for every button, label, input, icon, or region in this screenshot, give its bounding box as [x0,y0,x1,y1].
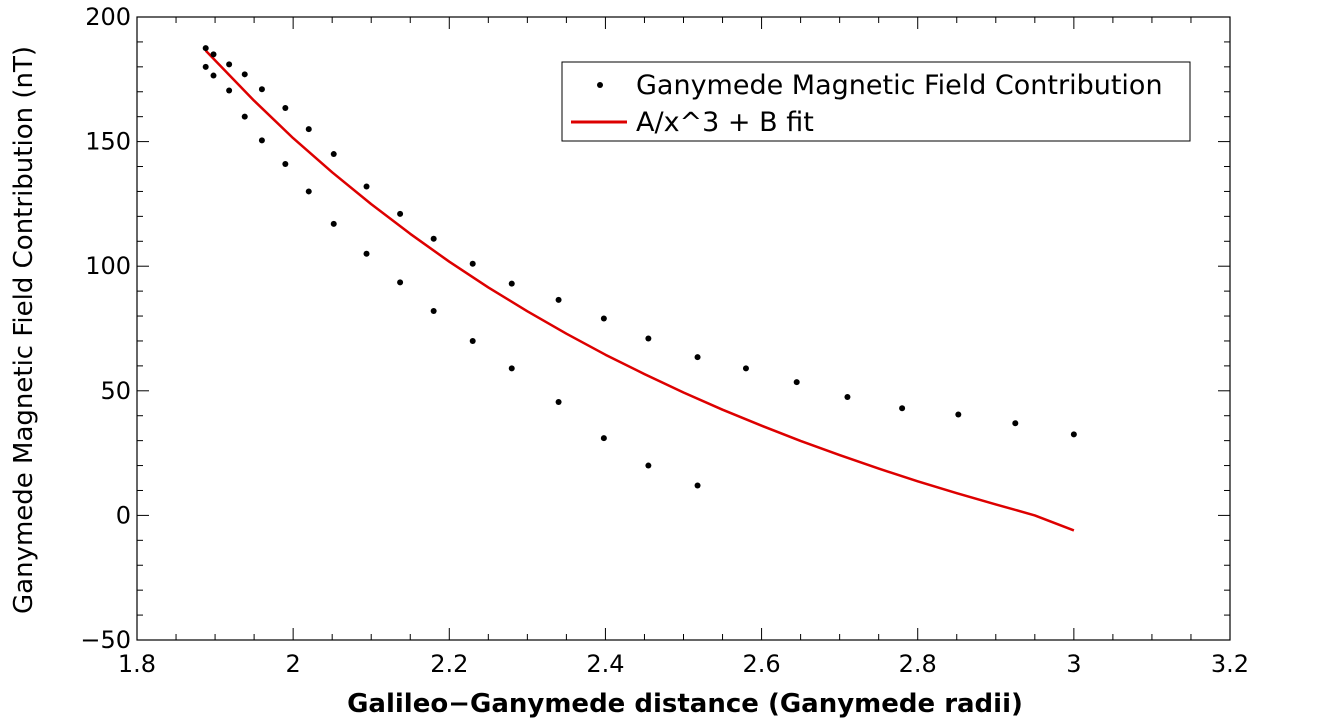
data-point [210,72,217,79]
series-layer [202,45,1077,532]
data-point [555,399,562,406]
y-axis-tick-labels: −50 0 50 100 150 200 [80,3,131,654]
legend: Ganymede Magnetic Field Contribution A/x… [561,61,1191,142]
data-point [282,104,289,111]
y-tick-label: −50 [80,626,131,654]
data-point [600,315,607,322]
y-axis-title: Ganymede Magnetic Field Contribution (nT… [9,46,39,614]
y-tick-label: 150 [85,128,131,156]
x-tick-label: 2.2 [430,650,468,678]
data-point [694,354,701,361]
data-point [282,161,289,168]
data-point [469,260,476,267]
data-point [694,482,701,489]
data-point [899,405,906,412]
data-point [241,71,248,78]
data-point [397,210,404,217]
fit-line [204,49,1075,532]
data-point [305,188,312,195]
y-tick-label: 200 [85,3,131,31]
data-point [258,137,265,144]
axis-ticks [136,16,1231,641]
y-tick-label: 100 [85,252,131,280]
data-point [508,365,515,372]
data-point [397,279,404,286]
data-point [430,235,437,242]
x-tick-label: 1.8 [118,650,156,678]
data-point [508,280,515,287]
data-point [955,411,962,418]
data-point [241,113,248,120]
data-point [1012,420,1019,427]
data-point [226,61,233,68]
data-point [645,462,652,469]
x-tick-label: 2.8 [899,650,937,678]
data-point [363,250,370,257]
y-tick-label: 50 [100,377,131,405]
data-point [844,394,851,401]
data-point [226,87,233,94]
data-point [210,51,217,58]
x-axis-tick-labels: 1.8 2 2.2 2.4 2.6 2.8 3 3.2 [118,650,1249,678]
data-point [305,126,312,133]
data-point [1070,431,1077,438]
x-axis-title: Galileo−Ganymede distance (Ganymede radi… [347,689,1023,719]
x-tick-label: 3.2 [1211,650,1249,678]
legend-box [561,61,1191,142]
data-point [330,151,337,158]
data-point [645,335,652,342]
data-point [330,220,337,227]
data-point [258,86,265,93]
data-point [363,183,370,190]
data-point [202,45,209,52]
data-point [600,435,607,442]
legend-label-points: Ganymede Magnetic Field Contribution [636,70,1163,101]
data-point [430,308,437,315]
legend-label-fit: A/x^3 + B fit [636,107,814,138]
x-tick-label: 3 [1066,650,1081,678]
x-tick-label: 2 [286,650,301,678]
x-tick-label: 2.4 [586,650,624,678]
x-tick-label: 2.6 [742,650,780,678]
data-point [555,296,562,303]
data-point [202,63,209,70]
data-point [793,379,800,386]
y-tick-label: 0 [116,501,131,529]
data-point [469,337,476,344]
legend-marker-points [597,82,603,88]
data-point [742,365,749,372]
